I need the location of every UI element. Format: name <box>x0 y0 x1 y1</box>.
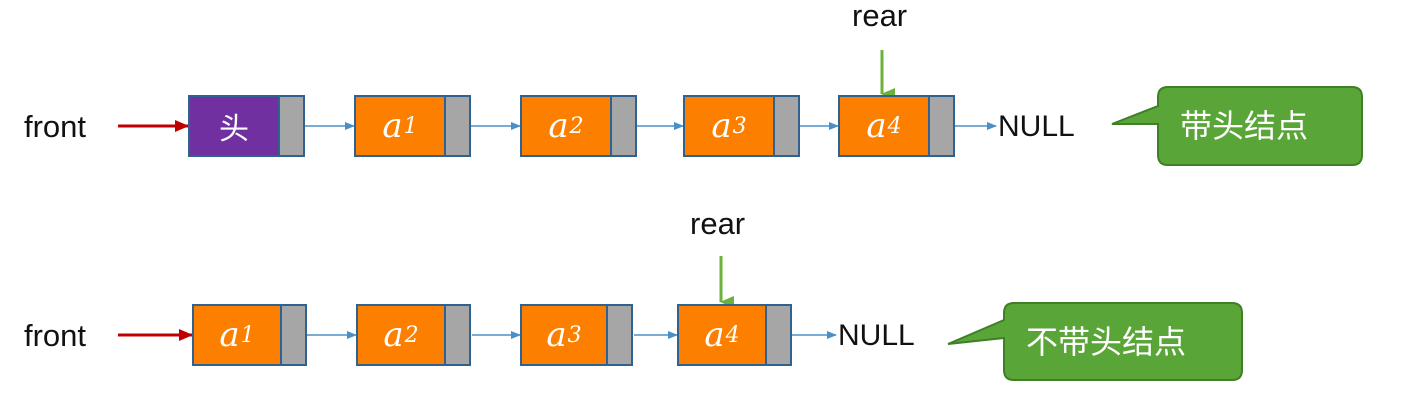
node-subscript: 4 <box>725 322 740 348</box>
callout-bubble-2 <box>947 302 1243 381</box>
node-pointer <box>446 95 471 157</box>
node-base: a <box>383 315 404 355</box>
front-label-2: front <box>24 318 87 353</box>
node-subscript: 3 <box>567 322 582 348</box>
node-subscript: 2 <box>404 322 419 348</box>
node-base: a <box>866 106 887 146</box>
rear-label-2: rear <box>690 206 746 241</box>
node-subscript: 2 <box>569 113 584 139</box>
head-node-pointer <box>280 95 305 157</box>
node-subscript: 1 <box>240 322 255 348</box>
head-node-data: 头 <box>188 95 280 157</box>
node-pointer <box>446 304 471 366</box>
rear-label-1: rear <box>852 0 908 33</box>
node-base: a <box>704 315 725 355</box>
node-base: a <box>382 106 403 146</box>
node-pointer <box>612 95 637 157</box>
callout-text-1: 带头结点 <box>1180 107 1309 145</box>
node-subscript: 4 <box>887 113 902 139</box>
node-subscript: 3 <box>732 113 747 139</box>
callout-bubble-1 <box>1111 86 1363 166</box>
null-label-1: NULL <box>998 110 1075 143</box>
node-base: a <box>711 106 732 146</box>
node-pointer <box>767 304 792 366</box>
node-base: a <box>548 106 569 146</box>
head-node: 头 <box>188 95 305 157</box>
node-pointer <box>608 304 633 366</box>
null-label-2: NULL <box>838 319 915 352</box>
node-pointer <box>930 95 955 157</box>
node-pointer <box>775 95 800 157</box>
node-subscript: 1 <box>403 113 418 139</box>
callout-text-2: 不带头结点 <box>1026 323 1187 361</box>
node-base: a <box>219 315 240 355</box>
node-base: a <box>546 315 567 355</box>
front-label-1: front <box>24 109 87 144</box>
node-pointer <box>282 304 307 366</box>
